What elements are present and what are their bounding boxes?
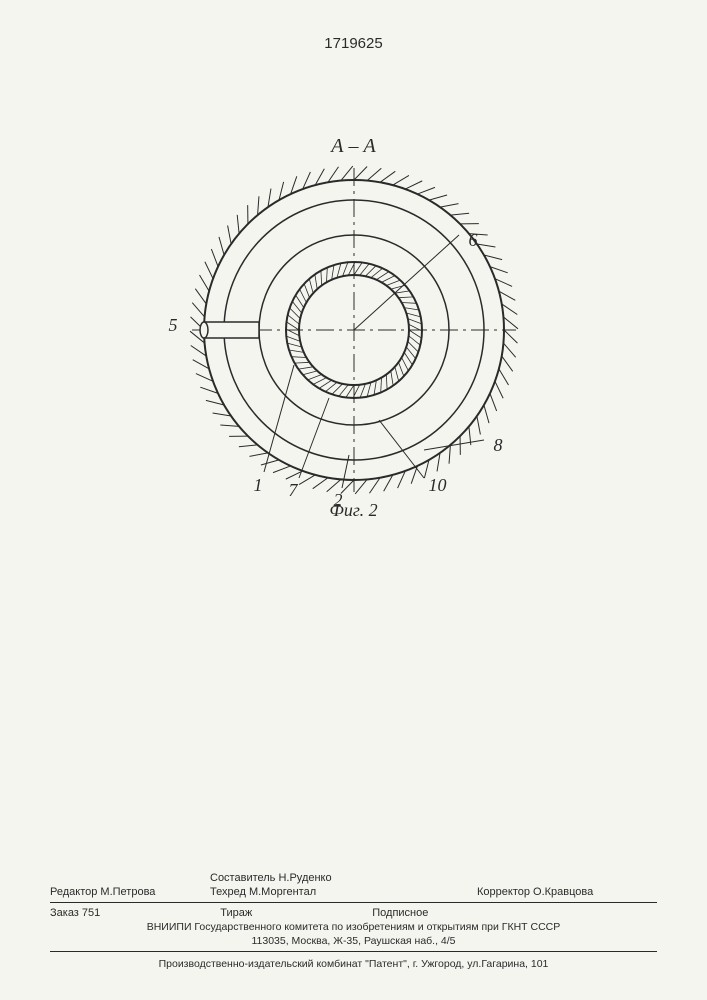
section-label: А – А bbox=[331, 135, 375, 158]
subscription-label: Подписное bbox=[372, 907, 428, 919]
page-number: 1719625 bbox=[324, 35, 382, 52]
callout-7: 7 bbox=[289, 480, 298, 501]
org-address: 113035, Москва, Ж-35, Раушская наб., 4/5 bbox=[50, 935, 657, 947]
callout-1: 1 bbox=[254, 475, 263, 496]
compiler-role: Составитель bbox=[210, 872, 275, 884]
footer-block: Составитель Н.Руденко Редактор М.Петрова… bbox=[50, 872, 657, 970]
publisher: Производственно-издательский комбинат "П… bbox=[50, 958, 657, 970]
organization: ВНИИПИ Государственного комитета по изоб… bbox=[50, 921, 657, 933]
compiler-name: Н.Руденко bbox=[278, 872, 331, 884]
cross-section-diagram: 56810712 bbox=[184, 160, 524, 500]
corrector-name: О.Кравцова bbox=[533, 886, 593, 898]
divider bbox=[50, 902, 657, 903]
divider bbox=[50, 951, 657, 952]
callout-6: 6 bbox=[469, 230, 478, 251]
editor-role: Редактор bbox=[50, 886, 97, 898]
techred-name: М.Моргентал bbox=[249, 886, 316, 898]
order-number: Заказ 751 bbox=[50, 907, 100, 919]
editor-name: М.Петрова bbox=[100, 886, 155, 898]
tirage-label: Тираж bbox=[220, 907, 252, 919]
callout-5: 5 bbox=[169, 315, 178, 336]
techred-role: Техред bbox=[210, 886, 246, 898]
figure-caption: Фиг. 2 bbox=[329, 500, 377, 521]
callout-10: 10 bbox=[429, 475, 447, 496]
callout-8: 8 bbox=[494, 435, 503, 456]
corrector-role: Корректор bbox=[477, 886, 530, 898]
